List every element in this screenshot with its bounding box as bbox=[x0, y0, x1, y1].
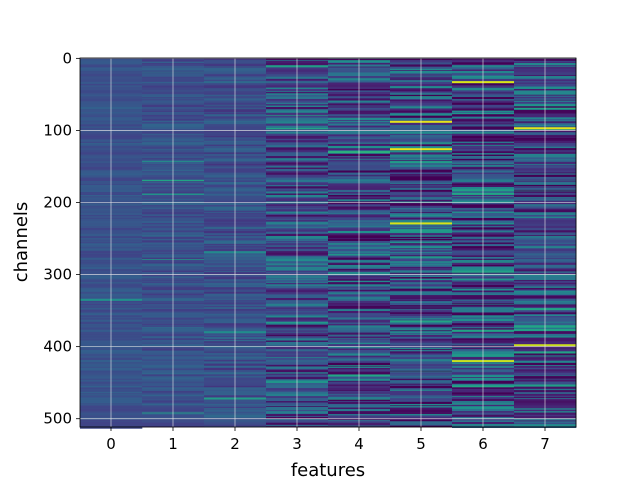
y-tick-label: 200 bbox=[43, 194, 72, 212]
y-tick-label: 100 bbox=[43, 121, 72, 139]
x-tick-label: 6 bbox=[478, 435, 488, 453]
x-axis-ticks: 0 1 2 3 4 5 6 7 bbox=[106, 427, 550, 453]
y-axis-ticks: 0 100 200 300 400 500 bbox=[43, 49, 80, 428]
x-tick-label: 1 bbox=[168, 435, 178, 453]
y-tick-label: 500 bbox=[43, 410, 72, 428]
x-axis-label: features bbox=[291, 460, 365, 480]
x-tick-label: 3 bbox=[292, 435, 302, 453]
x-tick-label: 2 bbox=[230, 435, 240, 453]
y-tick-label: 0 bbox=[62, 49, 72, 67]
x-tick-label: 0 bbox=[106, 435, 116, 453]
y-tick-label: 300 bbox=[43, 266, 72, 284]
y-tick-label: 400 bbox=[43, 338, 72, 356]
x-tick-label: 7 bbox=[540, 435, 550, 453]
plot-frame bbox=[79, 57, 577, 428]
x-tick-label: 5 bbox=[416, 435, 426, 453]
heatmap-cells bbox=[80, 58, 577, 429]
x-tick-label: 4 bbox=[354, 435, 364, 453]
y-axis-label: channels bbox=[11, 202, 32, 283]
